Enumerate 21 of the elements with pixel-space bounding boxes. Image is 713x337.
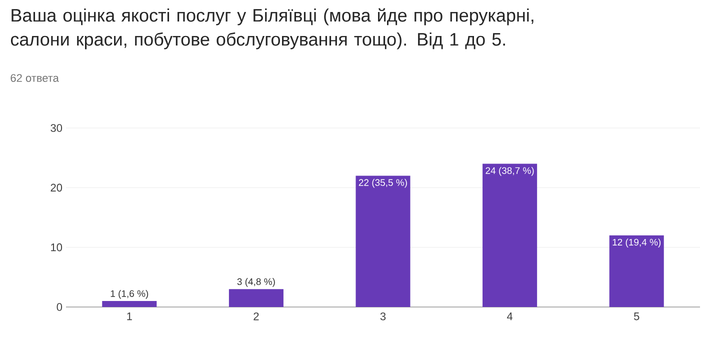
x-tick-label: 1 (127, 312, 132, 320)
x-tick-label: 4 (506, 312, 513, 320)
bar (228, 289, 284, 307)
data-label: 22 (35,5 %) (358, 178, 407, 188)
chart-title: Ваша оцінка якості послуг у Біляївці (мова йде про перукарні, салони краси, побутове обслуговування тощо). Від 1 до 5. (10, 8, 534, 50)
y-tick-label: 20 (50, 184, 62, 192)
data-label: 12 (19,4 %) (612, 238, 661, 248)
x-tick-label: 2 (254, 312, 259, 320)
y-tick-label: 30 (50, 124, 62, 132)
x-tick-label: 3 (380, 312, 386, 320)
y-tick-label: 0 (56, 303, 62, 311)
data-label: 1 (1,6 %) (110, 290, 148, 299)
chart-subtitle: 62 ответа (10, 74, 59, 82)
bar (482, 164, 538, 307)
data-label: 24 (38,7 %) (486, 166, 534, 176)
y-tick-label: 10 (51, 243, 62, 252)
bar (102, 301, 157, 307)
bar (356, 176, 410, 307)
data-label: 3 (4,8 %) (237, 278, 275, 287)
x-tick-label: 5 (634, 312, 640, 320)
bar (609, 235, 664, 307)
